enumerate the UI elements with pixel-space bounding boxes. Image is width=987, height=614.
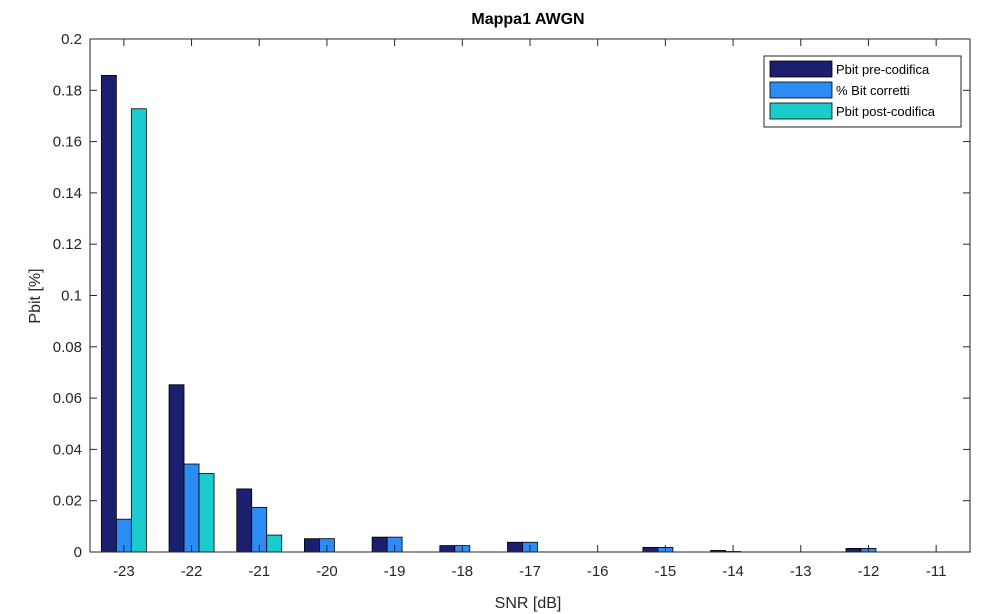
y-tick-label: 0.2 bbox=[61, 31, 82, 48]
legend-entry-2: % Bit corretti bbox=[836, 83, 910, 98]
bar-3--22 bbox=[198, 473, 215, 553]
bars-group bbox=[100, 75, 877, 553]
legend-swatch-1 bbox=[769, 60, 833, 78]
x-tick-label: -14 bbox=[722, 563, 744, 580]
legend: Pbit pre-codifica % Bit corretti Pbit post… bbox=[763, 55, 962, 128]
bar-3--23 bbox=[130, 108, 147, 553]
x-axis-label: SNR [dB] bbox=[495, 595, 562, 612]
y-tick-label: 0.1 bbox=[61, 288, 82, 305]
bar-1--22 bbox=[168, 384, 185, 553]
y-tick-label: 0.04 bbox=[53, 441, 82, 458]
bar-1--21 bbox=[236, 488, 253, 553]
bar-1--17 bbox=[507, 541, 523, 553]
legend-swatch-3 bbox=[769, 102, 833, 120]
y-tick-label: 0.14 bbox=[53, 185, 82, 202]
bar-1--12 bbox=[845, 548, 862, 553]
y-tick-label: 0.18 bbox=[53, 82, 82, 99]
y-axis: 0 0.02 0.04 0.06 0.08 0.1 0.12 0.14 0.16 0.18 0.2 bbox=[53, 31, 970, 561]
bar-1--18 bbox=[439, 545, 456, 553]
bar-1--19 bbox=[371, 536, 388, 553]
legend-entry-3: Pbit post-codifica bbox=[836, 104, 936, 119]
x-tick-label: -23 bbox=[113, 563, 135, 580]
x-tick-label: -20 bbox=[316, 563, 338, 580]
x-tick-label: -18 bbox=[451, 563, 473, 580]
y-tick-label: 0.08 bbox=[53, 339, 82, 356]
y-tick-label: 0.02 bbox=[53, 493, 82, 510]
x-tick-label: -13 bbox=[790, 563, 812, 580]
bar-1--20 bbox=[304, 538, 320, 553]
bar-3--21 bbox=[266, 534, 283, 553]
y-tick-label: 0.06 bbox=[53, 390, 82, 407]
y-tick-label: 0.12 bbox=[53, 236, 82, 253]
x-tick-label: -15 bbox=[655, 563, 677, 580]
x-tick-label: -21 bbox=[248, 563, 270, 580]
x-tick-label: -19 bbox=[384, 563, 406, 580]
x-axis: -23 -22 -21 -20 -19 -18 -17 -16 -15 -14 -13 -12 -11 bbox=[113, 39, 946, 580]
x-tick-label: -16 bbox=[587, 563, 609, 580]
chart-title: Mappa1 AWGN bbox=[471, 11, 584, 28]
y-axis-label: Pbit [%] bbox=[27, 268, 44, 323]
legend-entry-1: Pbit pre-codifica bbox=[836, 62, 930, 77]
x-tick-label: -11 bbox=[926, 563, 947, 580]
x-tick-label: -17 bbox=[519, 563, 541, 580]
x-tick-label: -22 bbox=[181, 563, 203, 580]
legend-swatch-2 bbox=[769, 81, 833, 99]
bar-2--22 bbox=[183, 463, 200, 553]
y-tick-label: 0 bbox=[74, 544, 82, 561]
bar-1--23 bbox=[100, 75, 117, 553]
x-tick-label: -12 bbox=[858, 563, 880, 580]
bar-1--15 bbox=[642, 546, 659, 553]
y-tick-label: 0.16 bbox=[53, 134, 82, 151]
